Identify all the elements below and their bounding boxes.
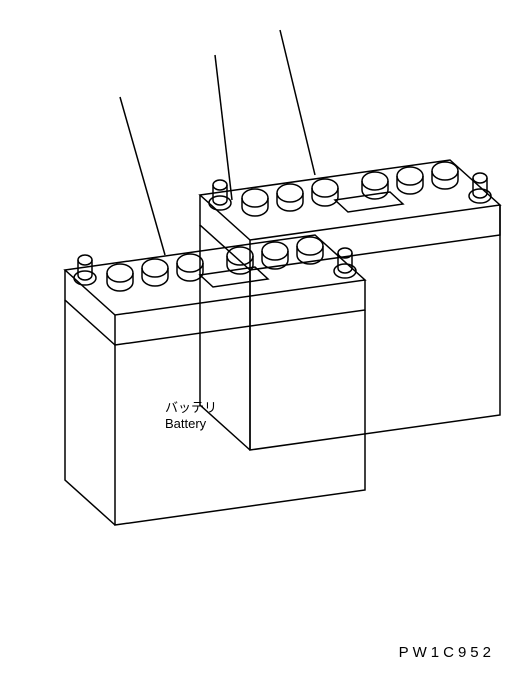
- battery-label: バッテリ Battery: [165, 400, 217, 431]
- battery-label-jp: バッテリ: [165, 400, 217, 416]
- diagram-svg: [0, 0, 523, 679]
- battery-diagram: バッテリ Battery PW1C952: [0, 0, 523, 679]
- battery-label-en: Battery: [165, 416, 217, 432]
- drawing-code: PW1C952: [399, 644, 495, 661]
